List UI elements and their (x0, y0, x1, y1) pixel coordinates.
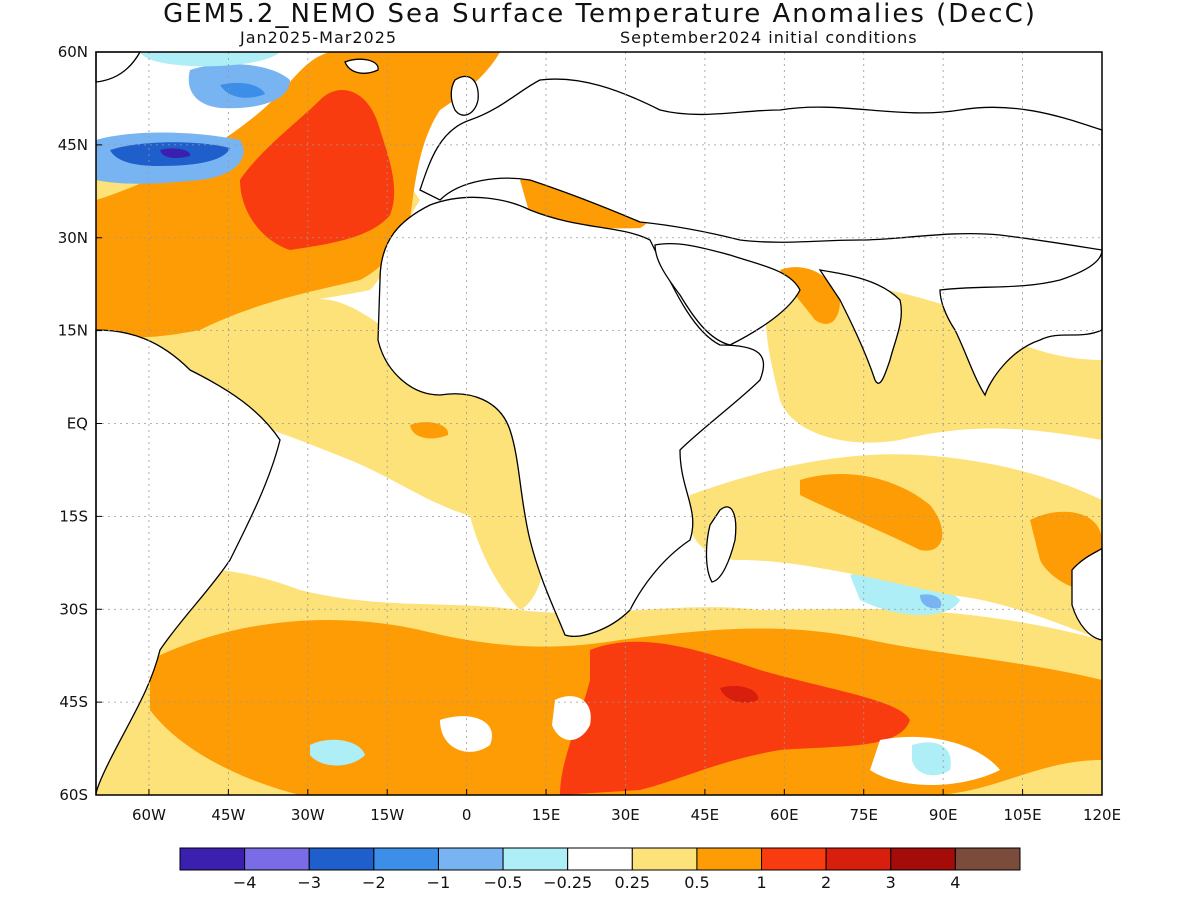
colorbar-swatch (825, 847, 892, 871)
anomaly-patch-north-indian-yellow (765, 281, 1102, 443)
colorbar-swatch (437, 847, 504, 871)
colorbar-label: 0.5 (684, 873, 709, 892)
lat-tick-label: 60S (59, 786, 88, 804)
colorbar-swatch (761, 847, 827, 871)
anomaly-patch-blue-south-ind (912, 742, 951, 776)
lon-tick-label: 0 (462, 806, 472, 824)
colorbar-swatch (244, 847, 310, 871)
colorbar-swatch (567, 847, 633, 871)
colorbar-label: 3 (886, 873, 896, 892)
lat-tick-label: 15N (58, 322, 88, 340)
lon-tick-label: 60W (132, 806, 166, 824)
colorbar-swatch (373, 847, 439, 871)
lon-tick-label: 75E (849, 806, 878, 824)
colorbar: −4 −3 −2 −1 −0.5 −0.25 0.25 0.5 1 2 3 4 (179, 847, 1021, 892)
colorbar-label: −0.5 (484, 873, 523, 892)
anomaly-patch-atl-yellow (96, 296, 560, 520)
colorbar-label: −4 (233, 873, 257, 892)
colorbar-swatch (308, 847, 375, 871)
lat-tick-label: 45N (58, 136, 88, 154)
lon-tick-label: 15W (370, 806, 404, 824)
colorbar-label: 1 (756, 873, 766, 892)
colorbar-label: −3 (297, 873, 321, 892)
anomaly-patch-south-darkred (720, 685, 759, 703)
lon-tick-label: 45W (211, 806, 245, 824)
lat-tick-label: 15S (59, 507, 88, 525)
coastlines (95, 51, 1103, 796)
colorbar-label: −0.25 (543, 873, 592, 892)
anomaly-patch-natl-red (240, 90, 395, 250)
colorbar-label: 4 (950, 873, 960, 892)
map-title: GEM5.2_NEMO Sea Surface Temperature Anom… (163, 0, 1037, 29)
lon-tick-label: 15E (532, 806, 561, 824)
lon-tick-label: 105E (1004, 806, 1042, 824)
lon-tick-label: 60E (770, 806, 799, 824)
anomaly-patch-south-red (560, 641, 910, 795)
africa-outline (377, 196, 765, 637)
colorbar-label: 0.25 (614, 873, 650, 892)
lat-tick-label: EQ (67, 415, 88, 433)
colorbar-swatch (696, 847, 763, 871)
arabia-outline (654, 243, 801, 346)
longitude-axis: 60W 45W 30W 15W 0 15E 30E 45E 60E 75E 90E 105E 120E (132, 789, 1121, 824)
colorbar-swatch (502, 847, 569, 871)
india-outline (818, 269, 902, 384)
colorbar-swatch (954, 847, 1021, 871)
anomaly-patch-med (520, 177, 649, 229)
anomaly-patch-south-white-2 (440, 716, 492, 752)
anomaly-patch-blue-sio-core (920, 594, 942, 609)
anomaly-patch-blue-labrador-core (220, 82, 265, 98)
latitude-axis: 60N 45N 30N 15N EQ 15S 30S 45S 60S (58, 43, 102, 804)
uk-outline (450, 75, 479, 116)
south-america-outline (95, 329, 281, 796)
southeast-asia-outline (939, 249, 1103, 397)
anomaly-patch-indian-orange-1 (800, 474, 943, 551)
lon-tick-label: 45E (691, 806, 720, 824)
lat-tick-label: 45S (59, 693, 88, 711)
colorbar-swatch (179, 847, 246, 871)
graticule (96, 51, 1103, 796)
anomaly-patch-blue-satl (310, 739, 365, 766)
lat-tick-label: 30S (59, 600, 88, 618)
anomaly-patch-blue-top (140, 52, 280, 67)
initial-conditions: September2024 initial conditions (620, 28, 918, 47)
anomaly-patch-purple-core (160, 148, 191, 158)
colorbar-label: −2 (362, 873, 386, 892)
lat-tick-label: 60N (58, 43, 88, 61)
madagascar-outline (705, 506, 737, 583)
anomaly-patch-atl-orange-spot (410, 422, 449, 439)
iceland-outline (344, 58, 379, 74)
anomaly-patch-arabian-orange (780, 267, 840, 324)
forecast-period: Jan2025-Mar2025 (240, 28, 398, 47)
lat-tick-label: 30N (58, 229, 88, 247)
lon-tick-label: 30W (291, 806, 325, 824)
lon-tick-label: 120E (1083, 806, 1121, 824)
colorbar-swatch (631, 847, 698, 871)
lon-tick-label: 30E (611, 806, 640, 824)
anomaly-patch-south-white-1 (552, 696, 591, 740)
europe-outline (419, 78, 1103, 251)
anomaly-patch-indian-yellow (687, 454, 1102, 640)
colorbar-label: −1 (427, 873, 451, 892)
colorbar-swatch (890, 847, 956, 871)
colorbar-label: 2 (821, 873, 831, 892)
lon-tick-label: 90E (929, 806, 958, 824)
